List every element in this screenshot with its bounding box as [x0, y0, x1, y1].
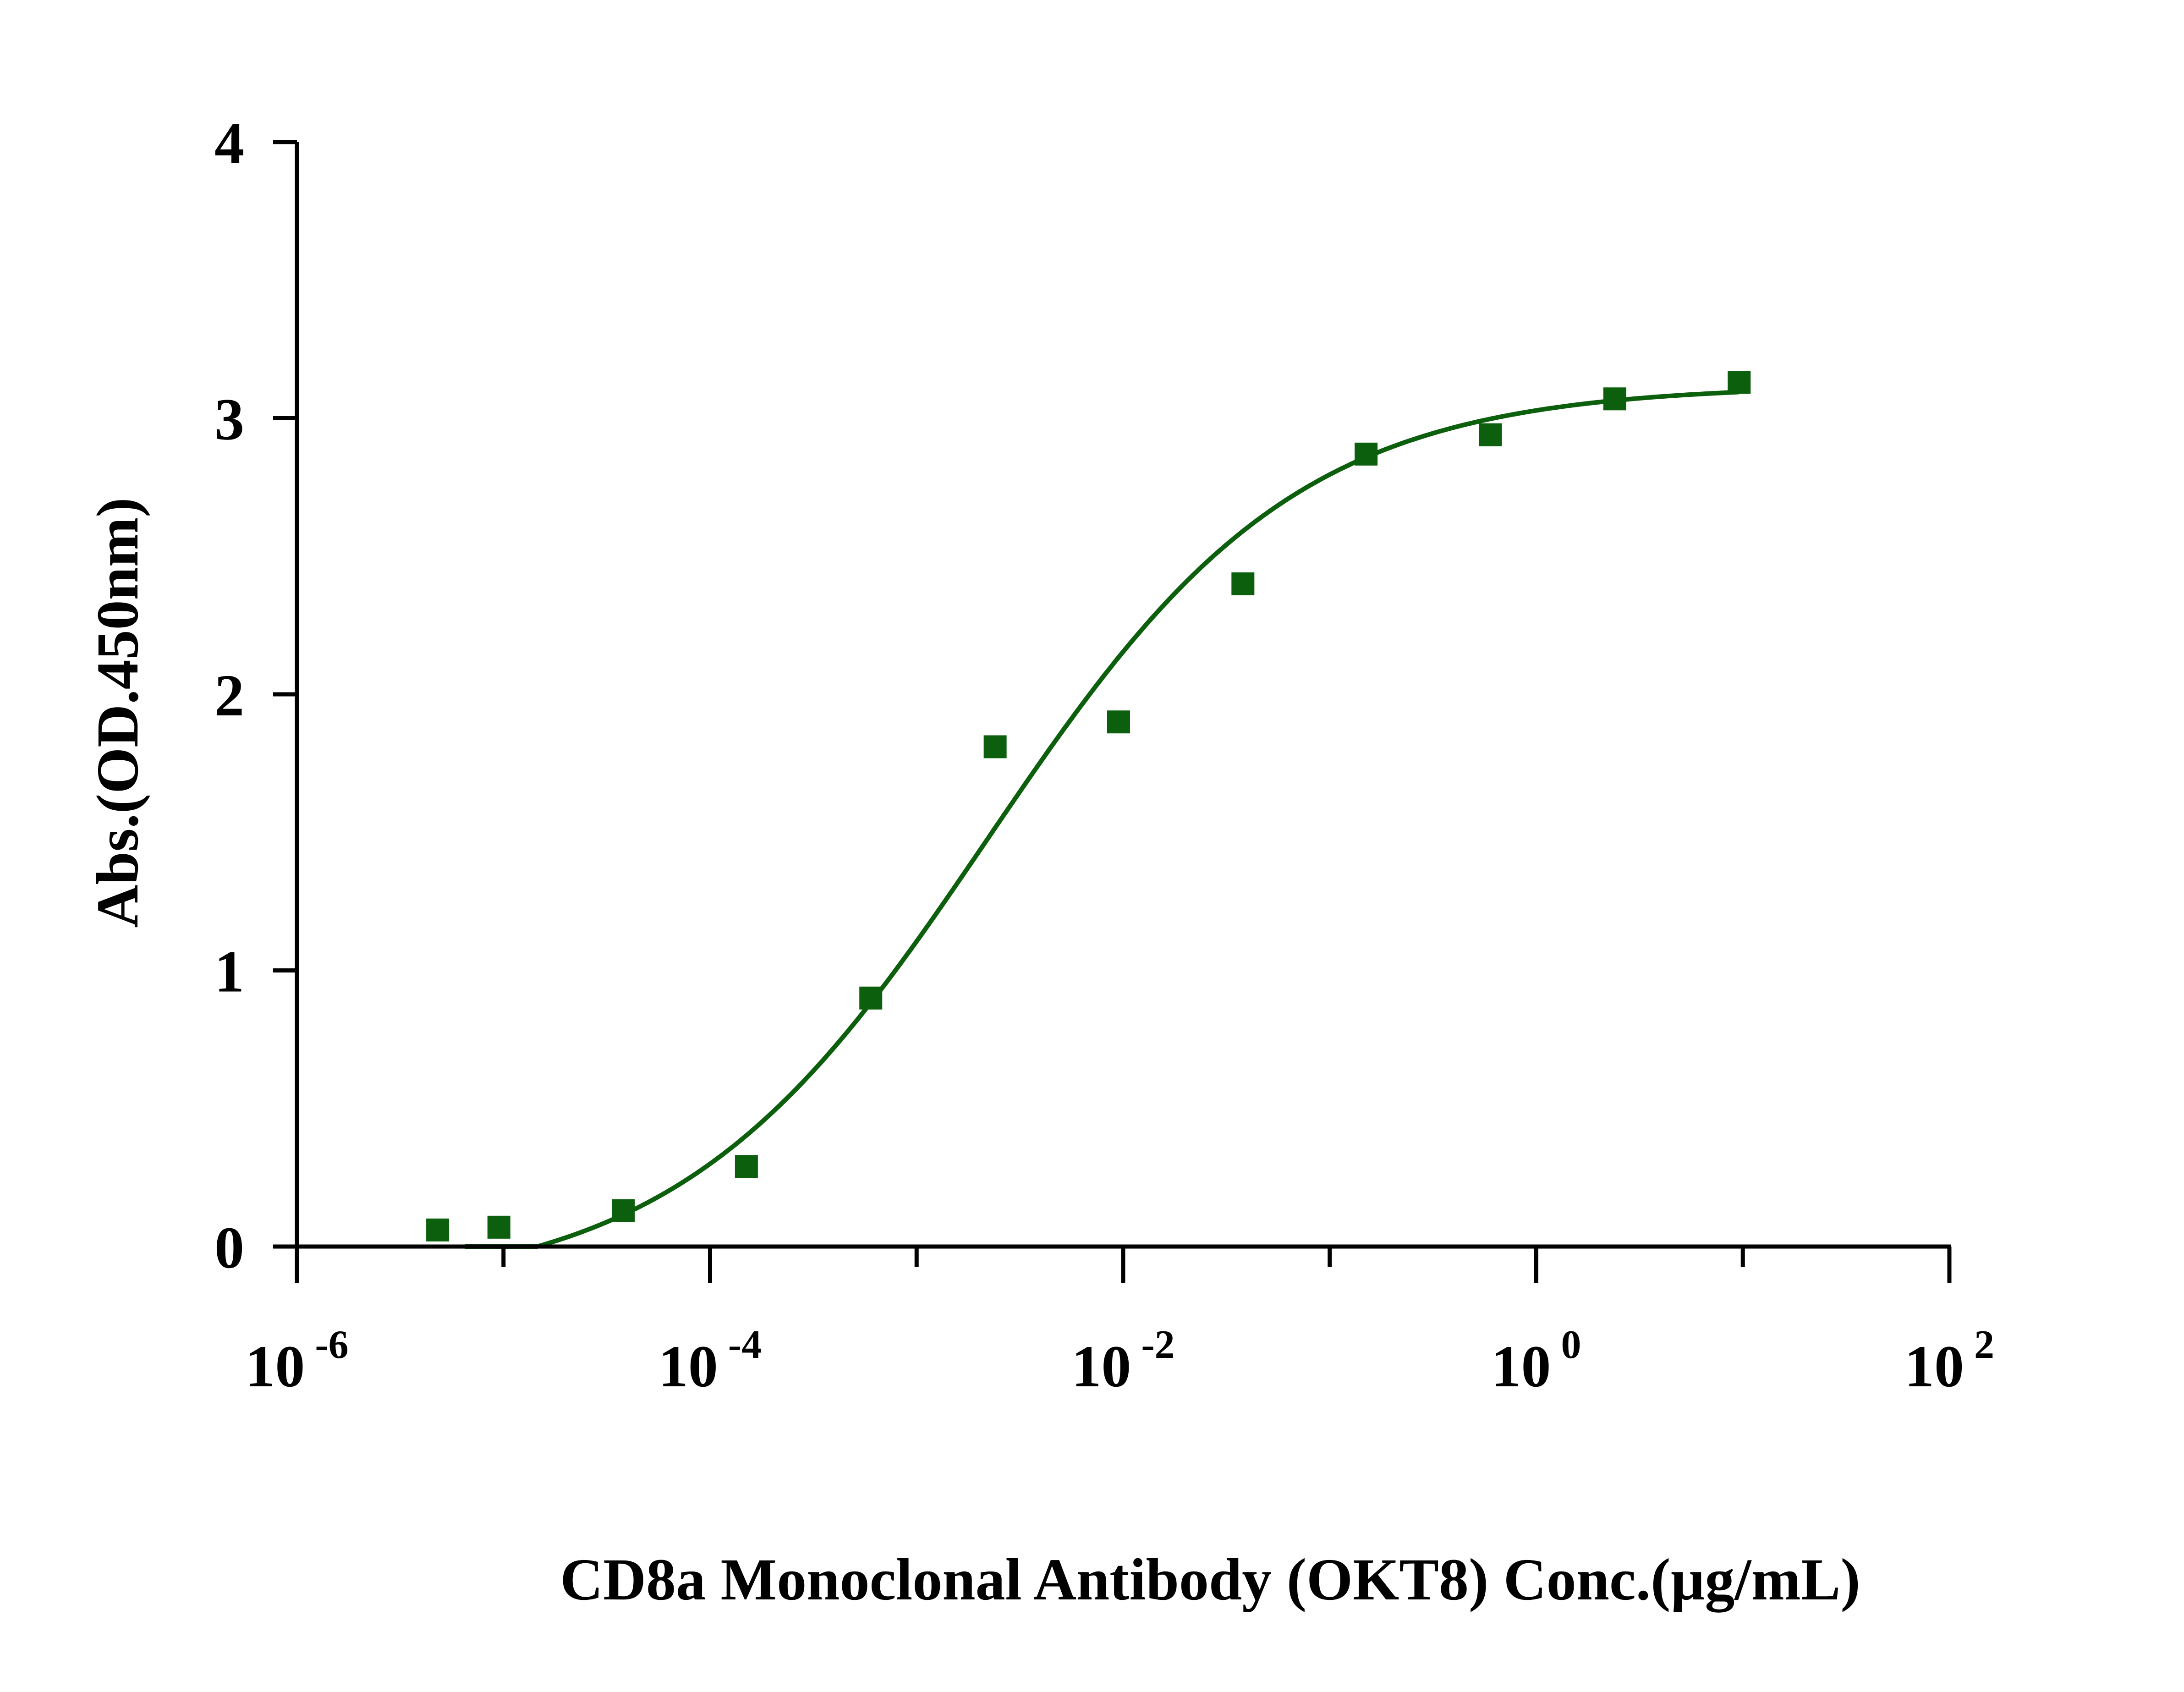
data-point — [1479, 423, 1502, 446]
y-tick-label: 4 — [214, 110, 244, 176]
x-tick-label: 10 2 — [1904, 1323, 1994, 1400]
data-point — [859, 986, 883, 1010]
data-point — [1231, 572, 1255, 595]
x-tick-label: 10 -6 — [245, 1323, 348, 1400]
y-tick-label: 0 — [214, 1215, 244, 1281]
data-point — [1603, 387, 1626, 411]
y-tick-label: 2 — [214, 663, 244, 729]
data-point — [1107, 710, 1130, 734]
fit-curve — [465, 390, 1740, 1249]
data-points — [426, 371, 1751, 1242]
data-point — [612, 1199, 635, 1222]
x-axis-label: CD8a Monoclonal Antibody (OKT8) Conc.(µg… — [560, 1547, 1860, 1613]
data-point — [1728, 371, 1751, 394]
data-point — [983, 735, 1007, 758]
x-tick-label: 10 -4 — [658, 1323, 762, 1400]
y-axis-label: Abs.(OD.450nm) — [85, 498, 151, 928]
y-tick-label: 3 — [214, 387, 244, 453]
data-point — [735, 1155, 758, 1178]
x-tick-label: 10 0 — [1492, 1323, 1581, 1400]
y-ticks: 0 1 2 3 4 — [214, 110, 297, 1281]
data-point — [487, 1215, 510, 1239]
x-ticks: 10 -6 10 -4 10 -2 10 0 10 2 — [245, 1247, 1994, 1400]
plot-area — [426, 371, 1751, 1249]
y-tick-label: 1 — [214, 939, 244, 1005]
x-tick-label: 10 -2 — [1071, 1323, 1174, 1400]
data-point — [426, 1218, 450, 1242]
data-point — [1355, 442, 1378, 466]
